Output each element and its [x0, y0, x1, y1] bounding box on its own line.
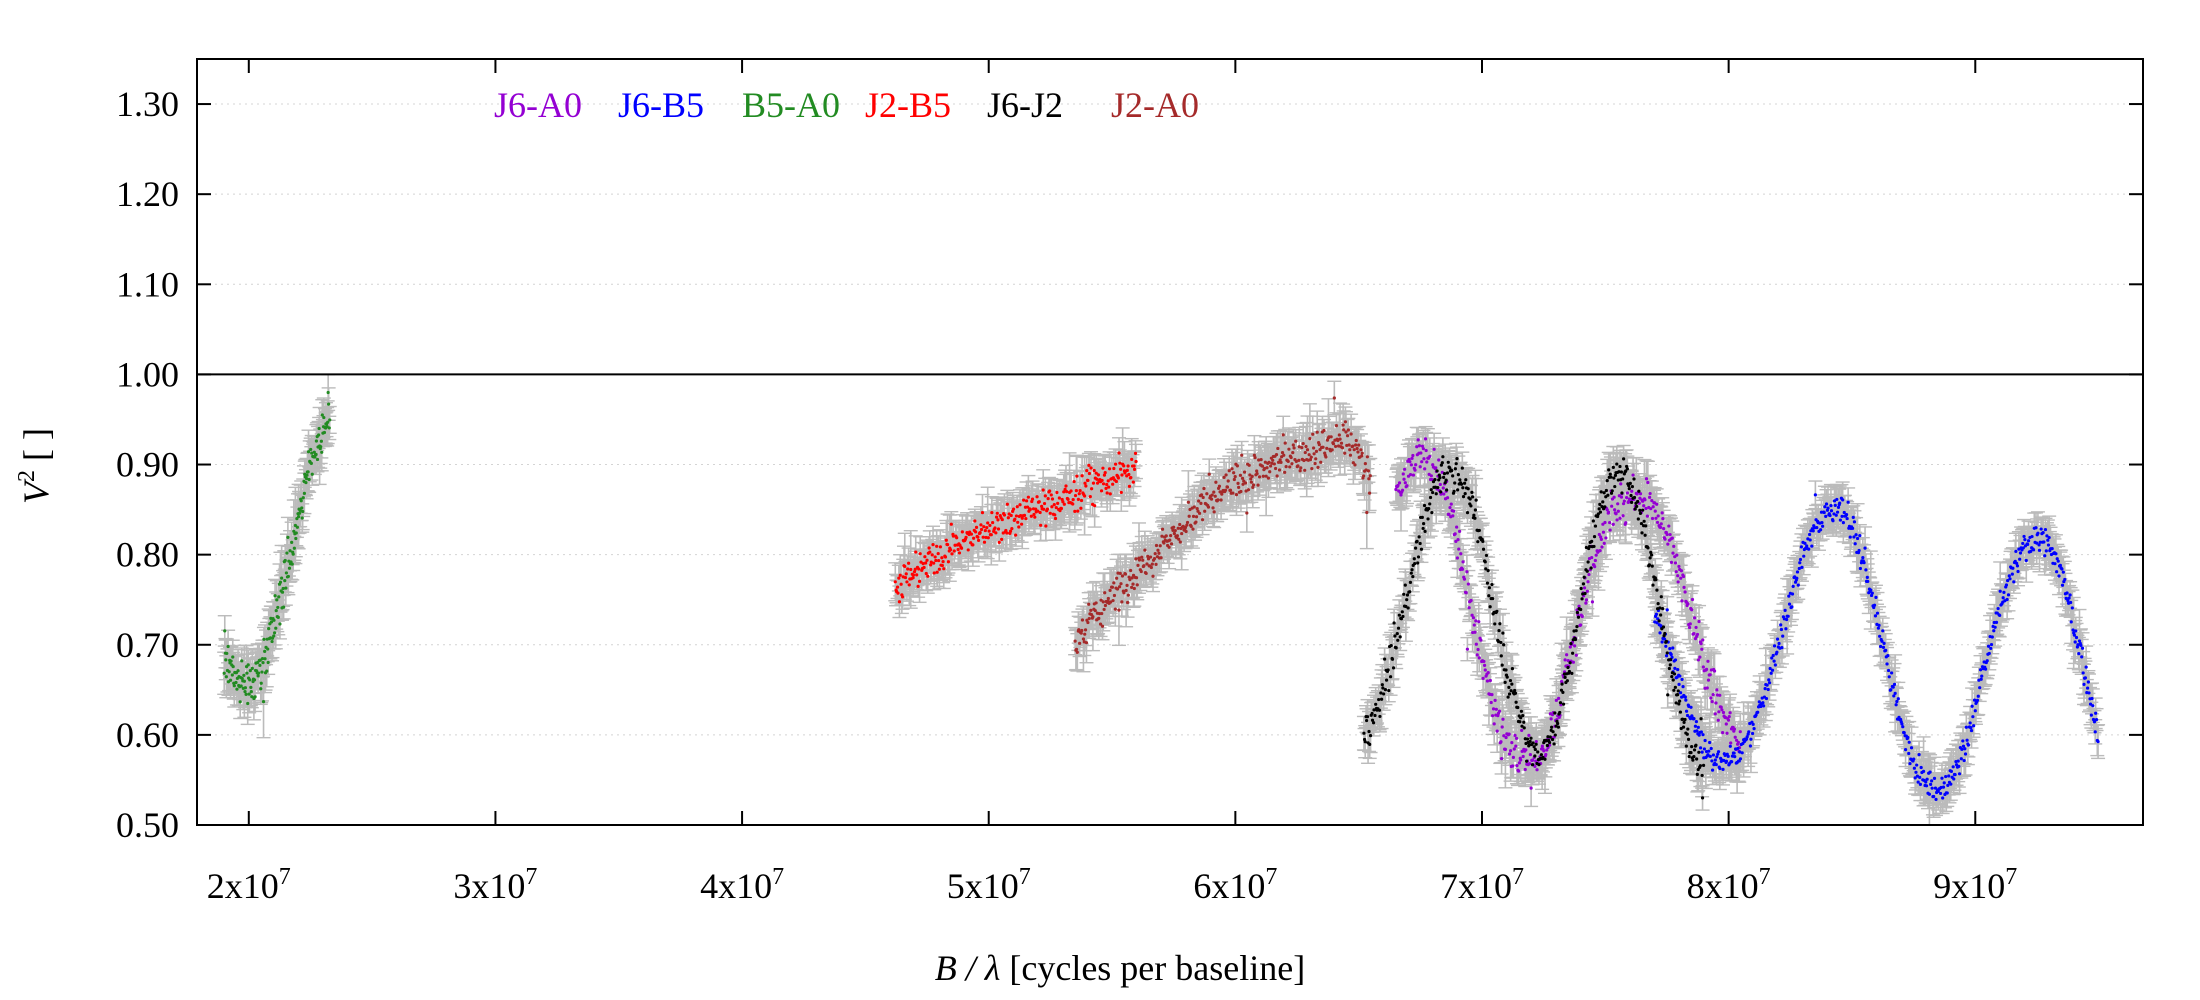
gridlines	[197, 103, 2143, 736]
error-bars	[217, 373, 2106, 826]
